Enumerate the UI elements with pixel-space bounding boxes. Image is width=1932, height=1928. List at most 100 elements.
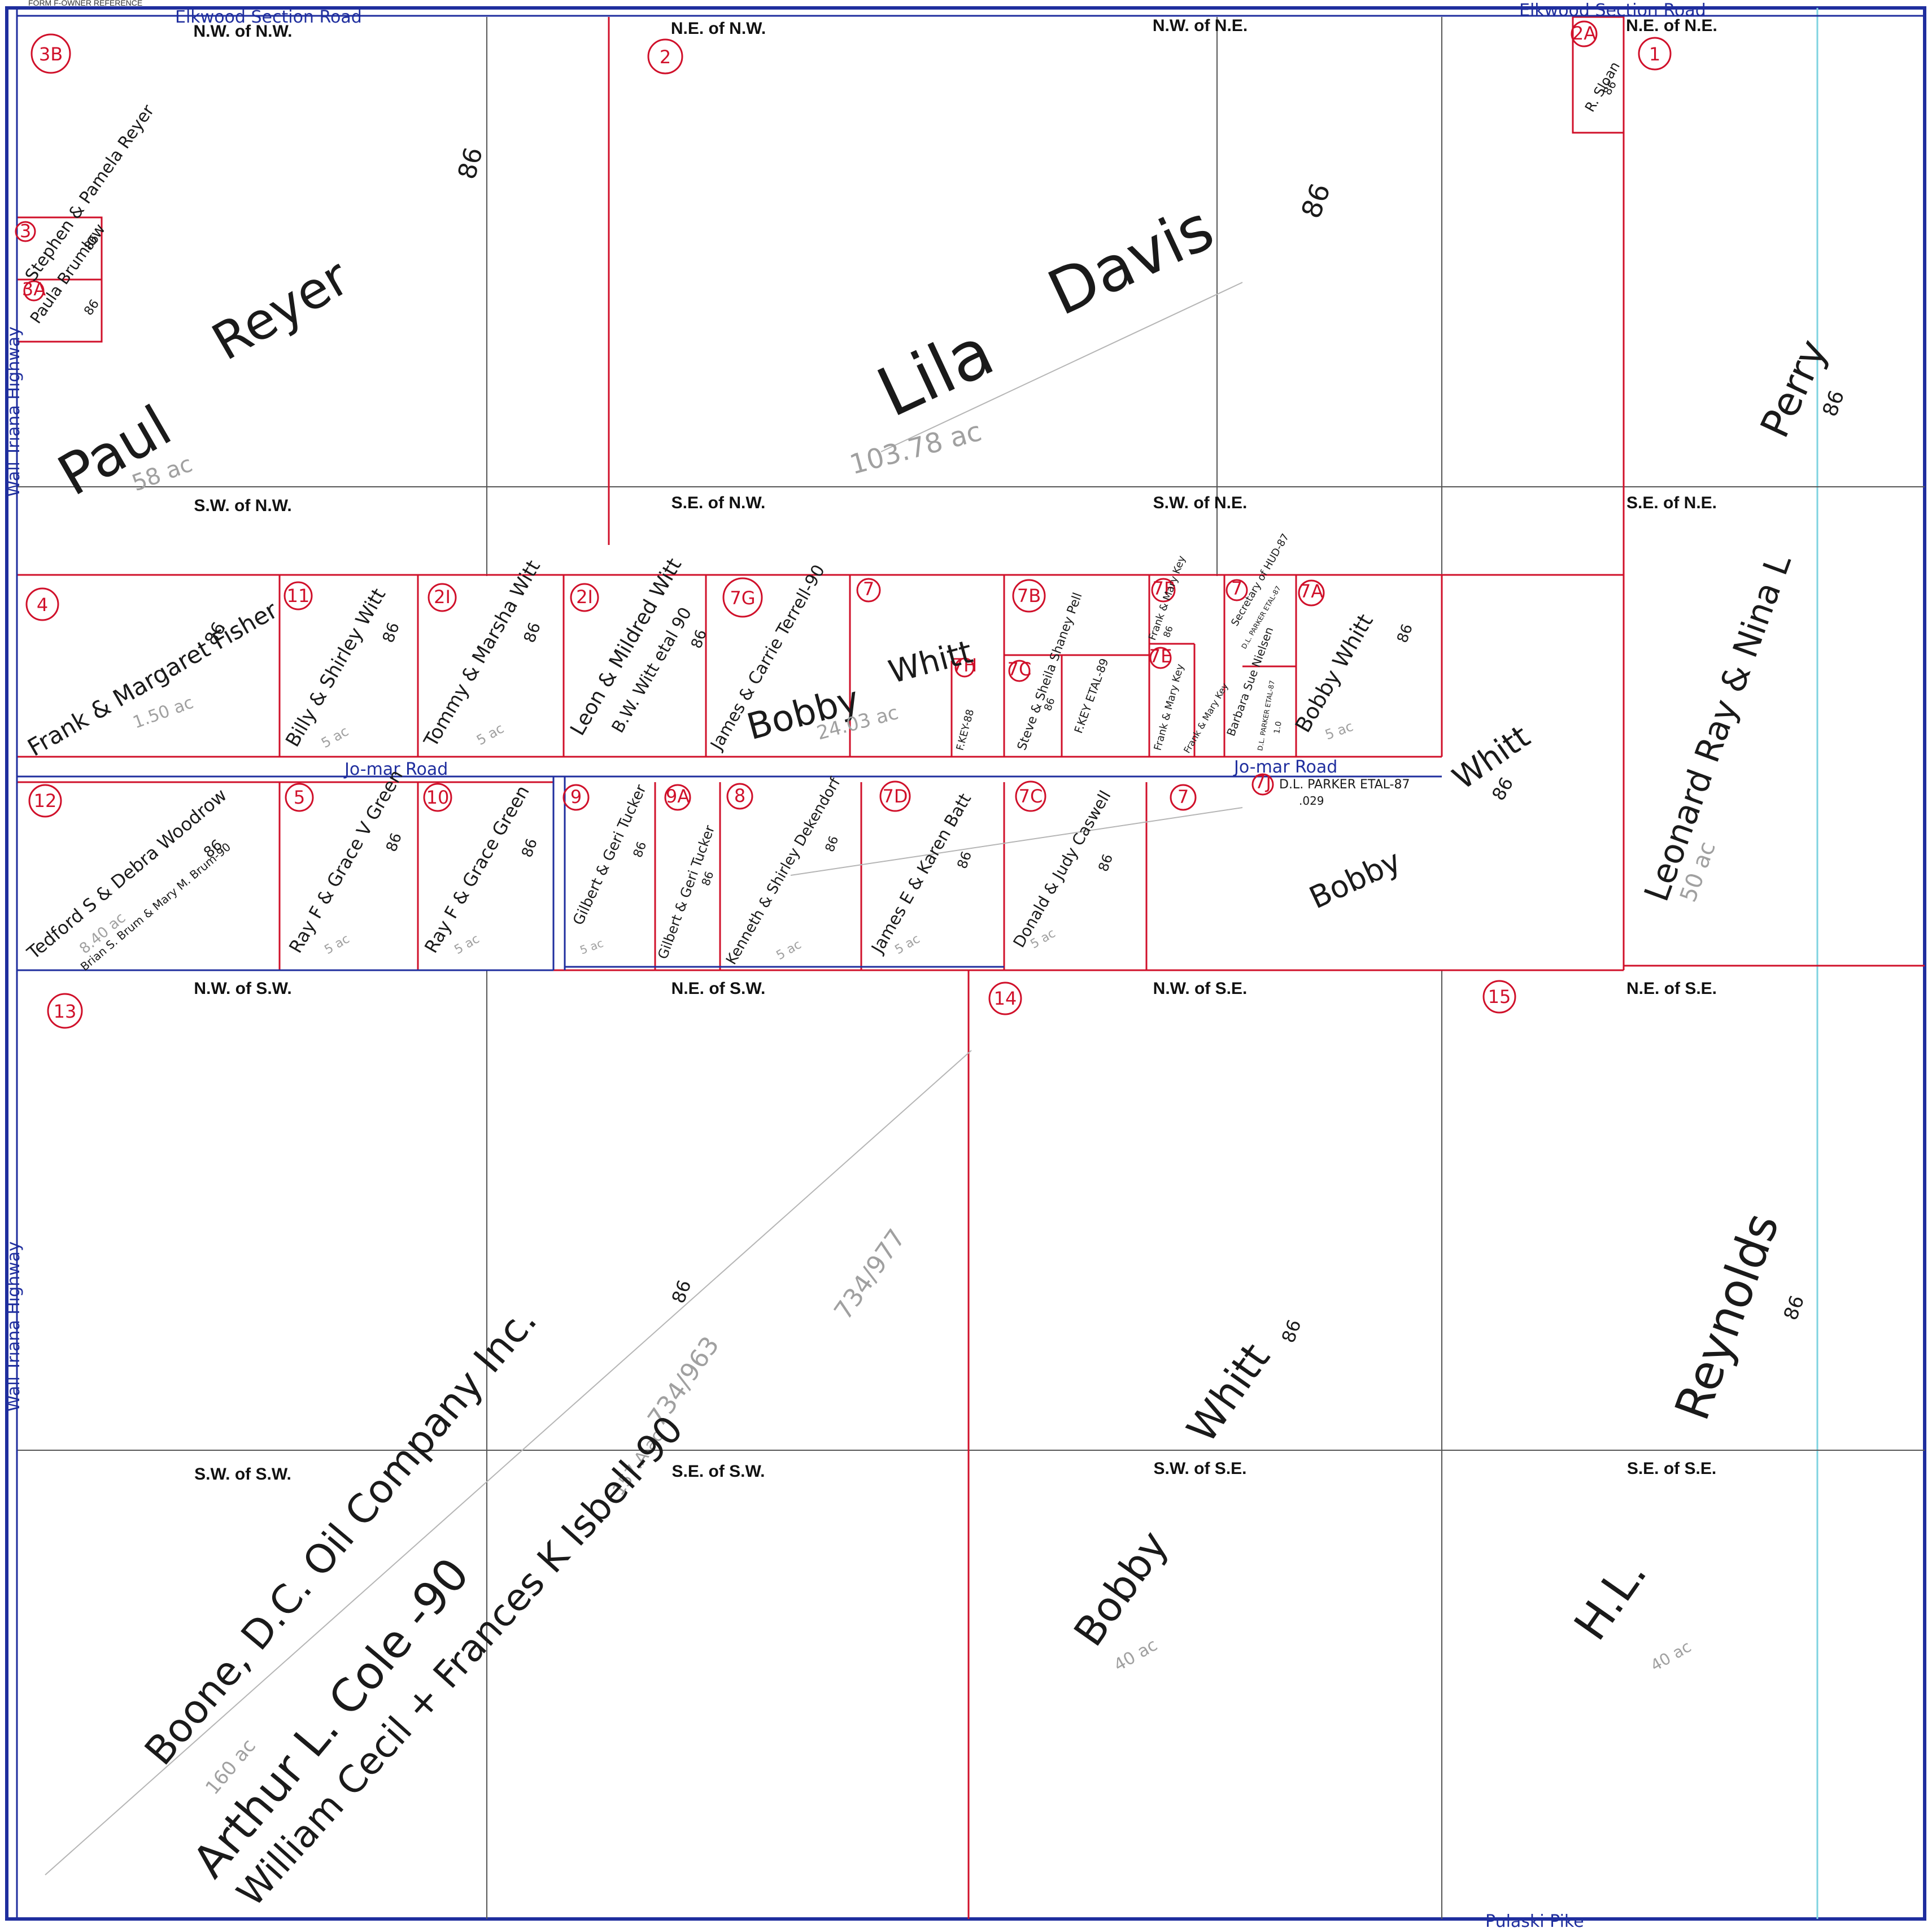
owner-frank-margaret: Frank & Margaret Fisher [23,596,283,762]
owner-james-karen: James E & Karen Batt [867,790,976,958]
pencil-lines [45,282,1243,1875]
owner-bobby-whitt-mid-last: Whitt [885,634,976,691]
owner-boone-dc-year: 86 [668,1277,696,1306]
parcel-number-3a: 3A [22,278,46,300]
owner-gilbert-geri-2: Gilbert & Geri Tucker [655,823,718,961]
owner-bobby-whitt-se-year: 86 [1277,1316,1306,1345]
label-nw-nw: N.W. of N.W. [194,22,293,41]
parcel-number-15: 15 [1488,986,1511,1007]
quarter-labels: N.W. of N.W. N.E. of N.W. N.W. of N.E. N… [194,16,1717,1484]
label-se-se: S.E. of S.E. [1627,1459,1716,1478]
owner-bobby-whitt-se-last: Whitt [1177,1334,1279,1451]
owner-perry: Perry [1751,333,1837,444]
label-se-nw: S.E. of N.W. [671,494,766,512]
label-se-sw: S.E. of S.W. [671,1462,765,1481]
owner-lila-acres: 103.78 ac [847,416,985,481]
parcel-number-5: 5 [294,787,305,808]
label-ne-ne: N.E. of N.E. [1626,16,1717,35]
owner-hl-reynolds-last: Reynolds [1664,1206,1790,1427]
parcel-number-7g: 7G [730,587,755,609]
label-se-ne: S.E. of N.E. [1626,494,1717,512]
owner-dl-parker-small-acres: 1.0 [1272,721,1284,735]
parcel-number-7d: 7D [883,786,908,807]
road-jomar-left: Jo-mar Road [343,760,448,779]
owner-lila-davis: Lila Davis 86 103.78 ac [847,180,1337,481]
parcel-number-7e: 7E [1149,645,1172,667]
label-sw-se: S.W. of S.E. [1153,1459,1246,1478]
owner-dl-parker-small: D.L. PARKER ETAL-87 [1256,680,1276,752]
road-lines [16,8,1925,1919]
owner-frank-mary-key-3: Frank & Mary Key [1181,681,1231,755]
map-border [5,6,1926,1921]
parcel-number-3: 3 [20,220,31,242]
parcel-number-9a: 9A [666,786,690,807]
label-ne-nw: N.E. of N.W. [671,19,766,38]
section-grid [17,17,1925,1919]
parcel-number-7: 7 [863,578,874,600]
parcel-number-8: 8 [734,785,745,806]
road-bottom: Pulaski Pike [1485,1912,1584,1928]
owner-bobby-whitt-7a: Bobby Whitt [1290,610,1378,737]
owner-kenneth-shirley-acres: 5 ac [774,937,804,963]
owner-tommy-marsha-year: 86 [520,620,544,645]
owner-billy-shirley-year: 86 [379,620,403,645]
label-nw-se: N.W. of S.E. [1153,979,1248,998]
owner-dl-parker-road-acres: .029 [1299,794,1324,808]
owner-frank-mary-key-2: Frank & Mary Key [1152,662,1187,752]
owner-bobby-whitt-right-first: Bobby [1304,843,1406,916]
owner-william-cecil: William Cecil + Frances K Isbell-90 [229,1407,692,1914]
owner-donald-judy-year: 86 [1095,852,1116,874]
owner-leon-mildred-year: 86 [688,627,710,651]
label-ne-se: N.E. of S.E. [1626,979,1717,998]
owner-frank-mary-key-1-year: 86 [1161,625,1175,639]
owner-lila-first: Lila [866,312,1005,433]
owner-dl-parker-road: D.L. PARKER ETAL-87 [1279,778,1410,792]
parcel-number-2i-a: 2I [434,586,451,608]
owner-bobby-whitt-se-first: Bobby [1065,1522,1177,1655]
owner-james-karen-year: 86 [954,849,975,871]
parcel-number-markers: 3B 2 2A 1 3 3A 4 11 2I 2I 7G 7 7B 7F 7E … [15,20,1672,1029]
owner-f-key-etal: F.KEY ETAL-89 [1071,656,1111,735]
parcel-number-7c-south: 7C [1019,786,1043,807]
owner-ray-grace-v-year: 86 [383,831,405,854]
parcel-number-10: 10 [426,787,450,808]
owner-paul-last: Reyer [203,247,359,372]
owner-bobby-whitt-se-acres: 40 ac [1111,1635,1161,1676]
owner-james-karen-acres: 5 ac [893,932,923,957]
owner-hl-reynolds-first: H.L. [1564,1548,1657,1650]
parcel-number-7i: 7 [1231,578,1242,599]
owner-ray-grace-year: 86 [518,836,541,860]
owner-f-key-small: F.KEY-88 [954,708,977,752]
owner-tommy-marsha-acres: 5 ac [474,721,507,749]
parcel-number-7c: 7C [1008,658,1032,680]
owner-paul-first: Paul [47,392,182,508]
parcel-number-11: 11 [287,585,310,607]
owner-lila-last: Davis [1037,191,1224,330]
owner-billy-shirley-acres: 5 ac [319,723,351,752]
label-nw-sw: N.W. of S.W. [194,979,291,998]
parcel-number-9: 9 [570,786,582,808]
road-top-right: Elkwood Section Road [1519,1,1706,20]
parcel-number-14: 14 [994,988,1017,1009]
owner-kenneth-shirley-year: 86 [823,834,841,854]
owner-hl-reynolds-year: 86 [1780,1293,1809,1323]
parcel-number-7f: 7F [1153,578,1175,599]
owner-ray-grace-acres: 5 ac [452,932,482,957]
parcel-number-2: 2 [660,46,671,68]
label-sw-sw: S.W. of S.W. [194,1465,291,1484]
owner-paul-reyer: Paul Reyer 86 58 ac [47,145,489,509]
label-ne-sw: N.E. of S.W. [671,979,766,998]
owner-gilbert-geri-1-acres: 5 ac [578,936,605,957]
parcel-number-2i-b: 2I [576,586,593,608]
owner-bobby-whitt-7a-acres: 5 ac [1323,718,1355,743]
road-left-upper: Wall Triana Highway [4,326,24,497]
parcel-number-2a: 2A [1572,23,1596,44]
parcel-number-7-south: 7 [1177,786,1189,808]
label-sw-nw: S.W. of N.W. [194,496,291,515]
label-nw-ne: N.W. of N.E. [1153,16,1248,35]
owner-perry-year: 86 [1818,387,1849,420]
parcel-number-1: 1 [1649,43,1660,65]
parcel-number-7h: 7H [952,655,977,676]
parcel-number-7j: 7J [1254,771,1271,793]
owner-william-cecil-ref: 734/977 [828,1224,912,1325]
